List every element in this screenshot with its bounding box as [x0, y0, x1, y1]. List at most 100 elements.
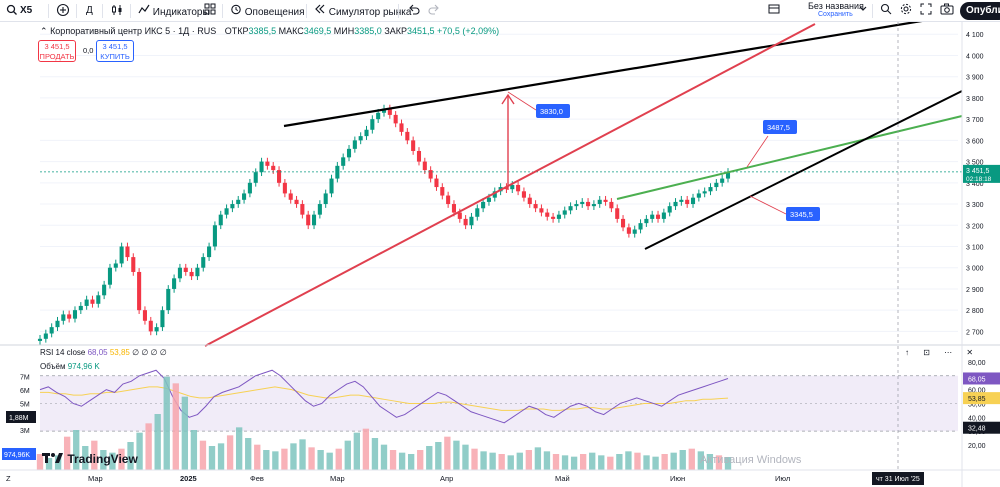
volume-bar — [724, 457, 732, 470]
volume-bar — [163, 376, 170, 470]
candle-body — [166, 288, 171, 311]
candle-body — [521, 191, 526, 198]
price-callout[interactable] — [763, 120, 797, 134]
time-zone-label: Z — [6, 474, 11, 483]
volume-legend: Объём 974,96 K — [40, 362, 100, 371]
alerts-button[interactable]: Оповещения — [230, 3, 305, 19]
rsi-value-badge — [963, 421, 1000, 434]
volume-bar — [634, 452, 641, 470]
volume-bar — [317, 450, 324, 470]
plus-circle-icon[interactable] — [56, 3, 70, 19]
collapse-icon[interactable]: ⌃ — [40, 26, 48, 36]
fullscreen-icon[interactable] — [920, 3, 932, 19]
candle-body — [632, 229, 637, 234]
candle-body — [475, 208, 480, 217]
resistance-trendline[interactable] — [283, 22, 940, 128]
volume-bar — [607, 456, 614, 470]
gear-icon[interactable] — [900, 3, 912, 19]
layout-name[interactable]: Без названия — [808, 1, 864, 11]
volume-bar — [552, 454, 560, 470]
candle-body — [119, 246, 124, 264]
pane-controls[interactable]: ↑ ⊡ ⋯ ✕ — [905, 348, 980, 357]
support-trendline[interactable] — [204, 23, 816, 347]
undo-icon[interactable] — [408, 3, 420, 19]
candle-body — [236, 199, 241, 205]
camera-icon[interactable] — [940, 3, 954, 19]
buy-label: КУПИТЬ — [100, 52, 130, 61]
price-callout-label: 3345,5 — [790, 210, 813, 219]
volume-value: 974,96 K — [67, 362, 100, 371]
chart-area[interactable]: 3830,0 3487,5 3345,5 2 700 2 800 2 900 3 000 3… — [0, 22, 1000, 487]
time-axis-tick-label: Июн — [670, 474, 685, 483]
cursor-date-badge — [872, 472, 924, 485]
chart-type-icon[interactable] — [110, 3, 124, 19]
candle-body — [545, 212, 550, 217]
redo-icon[interactable] — [428, 3, 440, 19]
price-axis-tick-label: 3 000 — [966, 266, 984, 273]
volume-bar — [335, 448, 342, 470]
time-axis-tick-label: Апр — [440, 474, 453, 483]
candle-body — [457, 212, 462, 219]
buy-button[interactable]: 3 451,5 КУПИТЬ — [96, 40, 134, 62]
layout-menu-icon[interactable] — [768, 3, 780, 19]
time-axis-tick-label: Май — [555, 474, 570, 483]
candle-body — [696, 193, 701, 198]
candle-body — [61, 314, 66, 321]
candle-body — [107, 267, 113, 285]
quick-search-icon[interactable] — [880, 3, 892, 19]
candle-body — [504, 187, 509, 190]
chevron-down-icon[interactable] — [858, 3, 868, 19]
candle-body — [172, 278, 177, 289]
rsi-label: RSI 14 close — [40, 348, 86, 357]
channel-upper-trendline[interactable] — [616, 115, 963, 200]
candle-body — [207, 246, 212, 258]
candle-body — [160, 310, 165, 328]
indicators-button[interactable]: Индикаторы — [138, 3, 210, 19]
candle-body — [486, 197, 491, 202]
channel-lower-trendline[interactable] — [644, 90, 963, 250]
buy-price: 3 451,5 — [102, 42, 128, 51]
divider — [306, 4, 307, 18]
chart-canvas[interactable]: 3830,0 3487,5 3345,5 2 700 2 800 2 900 3 000 3… — [0, 22, 1000, 487]
timeframe-button[interactable]: Д — [86, 5, 93, 16]
candle-body — [510, 184, 515, 190]
candle-body — [621, 218, 626, 228]
publish-button[interactable]: Опубликовать — [960, 2, 1000, 20]
replay-label: Симулятор рынка — [328, 7, 412, 18]
rsi-extra-values: ∅ ∅ ∅ ∅ — [132, 348, 167, 357]
volume-bar — [145, 423, 152, 470]
sell-button[interactable]: 3 451,5 ПРОДАТЬ — [38, 40, 76, 62]
price-callout[interactable] — [536, 104, 570, 118]
volume-bar — [109, 452, 116, 470]
candle-body — [551, 216, 556, 219]
divider — [48, 4, 49, 18]
candle-body — [492, 191, 497, 198]
candle-body — [212, 225, 217, 247]
time-axis-tick-label: Мар — [330, 474, 345, 483]
price-callout[interactable] — [786, 207, 820, 221]
volume-bar — [697, 451, 705, 470]
indicators-icon — [138, 4, 153, 18]
tradingview-logo-text: TradingView — [67, 452, 138, 466]
candle-body — [527, 197, 532, 205]
volume-bar — [254, 444, 261, 470]
candle-body — [650, 214, 655, 219]
indicators-label: Индикаторы — [152, 7, 210, 18]
rsi-axis-tick-label: 50,00 — [968, 401, 986, 408]
layout-grid-icon[interactable] — [204, 3, 216, 19]
sell-price: 3 451,5 — [44, 42, 70, 51]
price-axis-tick-label: 3 900 — [966, 75, 984, 82]
candle-body — [574, 204, 579, 207]
search-icon[interactable] — [6, 3, 18, 19]
volume-bar — [181, 396, 189, 470]
symbol-name[interactable]: X5 — [20, 5, 33, 16]
candle-body — [329, 178, 334, 194]
layout-status[interactable]: Сохранить — [818, 11, 853, 18]
volume-bar — [543, 451, 551, 470]
replay-button[interactable]: Симулятор рынка — [314, 3, 411, 19]
candle-body — [516, 184, 521, 192]
price-axis-tick-label: 3 800 — [966, 96, 984, 103]
volume-bar — [426, 446, 433, 470]
candle-body — [667, 206, 672, 213]
candle-body — [78, 305, 83, 311]
